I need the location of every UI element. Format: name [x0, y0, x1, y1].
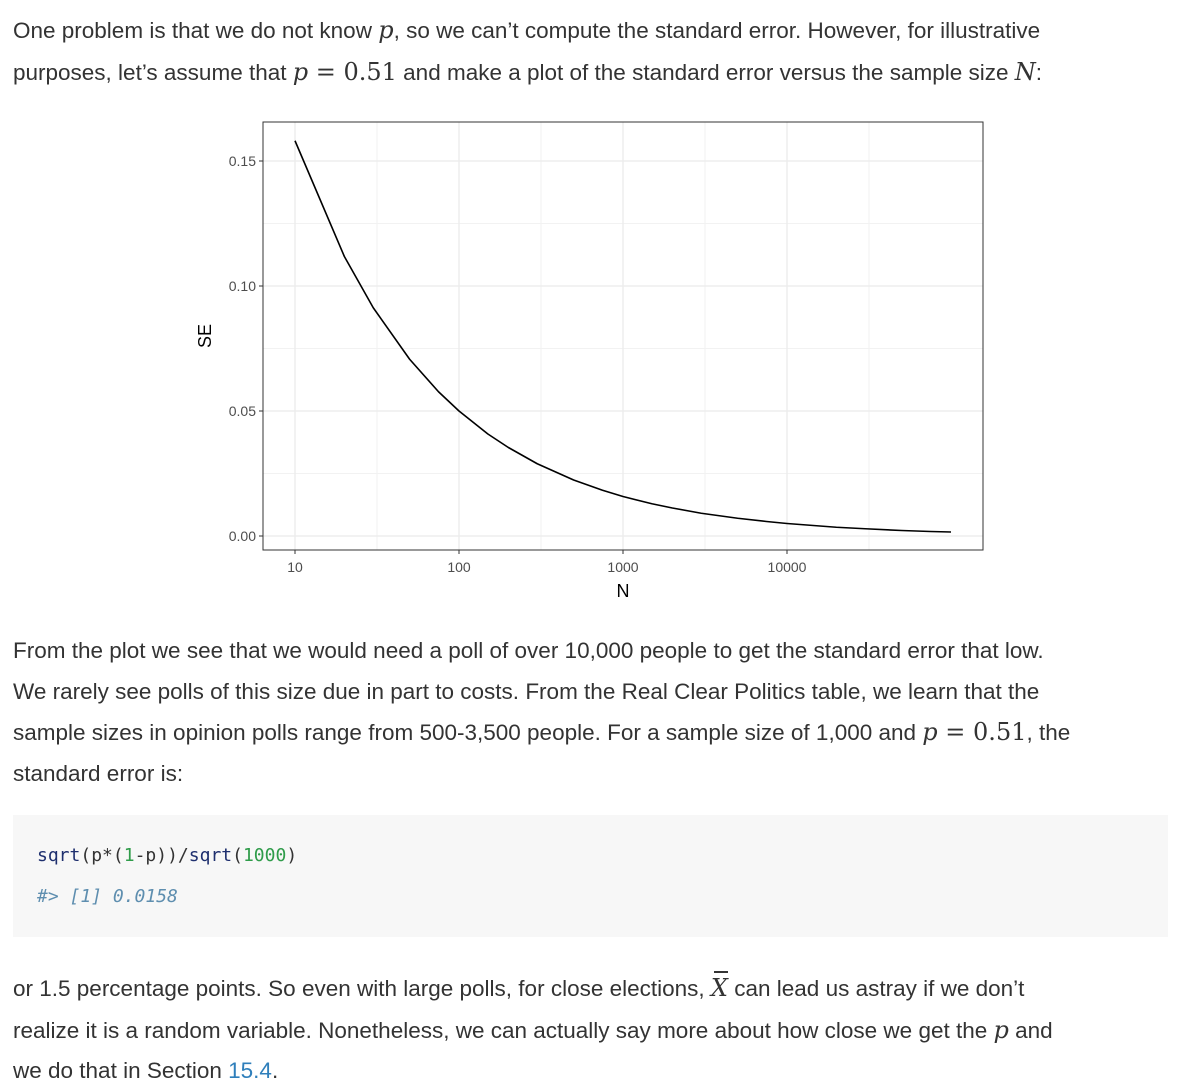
chart-svg: 10 100 1000 10000 0.00 0.05 0.10 0.15 SE N [195, 121, 984, 601]
code-token: p* [91, 845, 113, 866]
conclusion-paragraph: or 1.5 percentage points. So even with l… [13, 968, 1173, 1092]
code-token: ( [232, 845, 243, 866]
conclusion-line-3a: we do that in Section [13, 1058, 229, 1083]
x-tick-label: 100 [447, 559, 471, 575]
standard-error-plot: 10 100 1000 10000 0.00 0.05 0.10 0.15 SE N [180, 110, 1000, 610]
code-token: ( [112, 845, 124, 866]
y-tick-label: 0.05 [229, 403, 256, 419]
math-p: p [378, 16, 394, 44]
se-curve [294, 140, 952, 533]
results-line-3a: sample sizes in opinion polls range from… [13, 720, 923, 745]
x-tick-label: 10 [287, 559, 303, 575]
code-block: sqrt(p*(1-p))/sqrt(1000) #> [1] 0.0158 [13, 815, 1168, 937]
results-line-1: From the plot we see that we would need … [13, 638, 1044, 663]
series-layer [294, 140, 952, 533]
code-output-line: #> [1] 0.0158 [37, 886, 178, 907]
math-equals-value: = 0.51 [937, 718, 1027, 746]
intro-text-e: : [1035, 59, 1043, 85]
intro-text-b: , so we can’t compute the standard error… [393, 18, 1041, 43]
code-token-number: 1000 [242, 845, 287, 866]
y-tick-label: 0.00 [229, 528, 256, 544]
math-p: p [993, 1015, 1009, 1044]
math-equals-value: = 0.51 [308, 57, 397, 86]
math-N: N [1014, 57, 1036, 86]
results-paragraph: From the plot we see that we would need … [13, 631, 1173, 794]
y-axis-title: SE [195, 324, 215, 348]
results-line-3b: , the [1026, 720, 1071, 745]
code-token: ) [286, 845, 298, 866]
math-p: p [292, 57, 309, 86]
math-p: p [922, 718, 938, 746]
x-axis-title: N [617, 581, 630, 601]
code-token-fn: sqrt [188, 845, 233, 866]
conclusion-text-a: or 1.5 percentage points. So even with l… [13, 976, 711, 1001]
conclusion-line-2a: realize it is a random variable. Nonethe… [13, 1017, 994, 1043]
code-token-fn: sqrt [37, 845, 81, 866]
code-input-line: sqrt(p*(1-p))/sqrt(1000) [37, 845, 297, 866]
results-line-2: We rarely see polls of this size due in … [13, 678, 1040, 704]
y-tick-label: 0.10 [229, 278, 256, 294]
intro-paragraph: One problem is that we do not know p, so… [13, 10, 1173, 93]
results-line-4: standard error is: [13, 760, 184, 786]
code-token-number: 1 [123, 845, 135, 866]
y-tick-label: 0.15 [229, 153, 256, 169]
section-link[interactable]: 15.4 [228, 1058, 272, 1083]
code-token: ( [80, 845, 92, 866]
math-X-bar: X [711, 968, 729, 1009]
grid [263, 122, 983, 550]
intro-text-a: One problem is that we do not know [13, 18, 379, 43]
x-tick-label: 10000 [768, 559, 807, 575]
axes: 10 100 1000 10000 0.00 0.05 0.10 0.15 [229, 153, 807, 575]
conclusion-line-3b: . [271, 1058, 279, 1083]
code-token: -p))/ [134, 845, 189, 866]
intro-text-d: and make a plot of the standard error ve… [396, 59, 1015, 85]
x-tick-label: 1000 [607, 559, 638, 575]
intro-text-c: purposes, let’s assume that [13, 59, 293, 85]
conclusion-line-2b: and [1008, 1017, 1053, 1043]
conclusion-text-b: can lead us astray if we don’t [728, 976, 1025, 1001]
